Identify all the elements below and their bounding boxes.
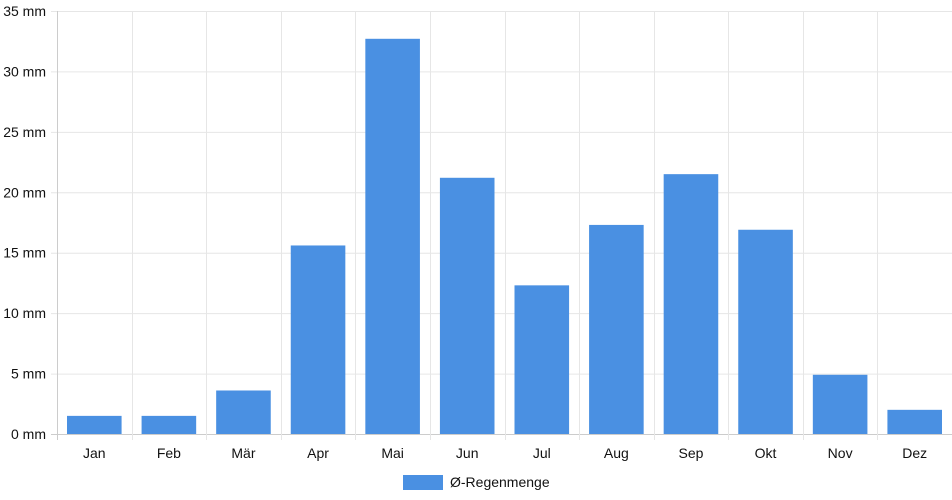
- bar-apr[interactable]: [290, 245, 346, 434]
- x-axis: Jan Feb Mär Apr Mai Jun Jul Aug Sep Okt Nov Dez: [83, 445, 927, 461]
- chart-legend[interactable]: Ø-Regenmenge: [403, 474, 550, 490]
- bar-nov[interactable]: [812, 374, 868, 434]
- x-tick-label: Sep: [678, 445, 703, 461]
- x-tick-label: Jan: [83, 445, 106, 461]
- y-tick-label: 5 mm: [11, 366, 46, 382]
- y-axis: 0 mm 5 mm 10 mm 15 mm 20 mm 25 mm 30 mm 35 mm: [3, 3, 46, 442]
- bar-mai[interactable]: [365, 38, 420, 434]
- bar-okt[interactable]: [738, 229, 793, 434]
- y-tick-label: 15 mm: [3, 245, 46, 261]
- bar-dez[interactable]: [887, 409, 942, 434]
- y-tick-label: 35 mm: [3, 3, 46, 19]
- y-tick-label: 0 mm: [11, 426, 46, 442]
- bar-mär[interactable]: [216, 390, 271, 434]
- x-tick-label: Mai: [381, 445, 404, 461]
- bar-sep[interactable]: [663, 174, 719, 434]
- legend-swatch-series-0[interactable]: [403, 475, 443, 490]
- bar-feb[interactable]: [141, 415, 197, 434]
- bar-jan[interactable]: [67, 415, 122, 434]
- legend-label-series-0[interactable]: Ø-Regenmenge: [450, 474, 550, 490]
- bar-aug[interactable]: [589, 224, 644, 434]
- x-tick-label: Dez: [902, 445, 927, 461]
- x-tick-label: Mär: [231, 445, 255, 461]
- x-tick-label: Nov: [828, 445, 853, 461]
- x-tick-label: Jul: [533, 445, 551, 461]
- y-tick-label: 30 mm: [3, 63, 46, 79]
- bar-jun[interactable]: [439, 177, 495, 435]
- chart-grid: [51, 11, 952, 440]
- x-tick-label: Jun: [456, 445, 479, 461]
- x-tick-label: Okt: [755, 445, 777, 461]
- x-tick-label: Apr: [307, 445, 329, 461]
- y-tick-label: 20 mm: [3, 184, 46, 200]
- y-tick-label: 25 mm: [3, 124, 46, 140]
- y-tick-label: 10 mm: [3, 305, 46, 321]
- x-tick-label: Aug: [604, 445, 629, 461]
- chart-bars: [67, 38, 942, 435]
- x-tick-label: Feb: [157, 445, 181, 461]
- bar-jul[interactable]: [514, 285, 570, 434]
